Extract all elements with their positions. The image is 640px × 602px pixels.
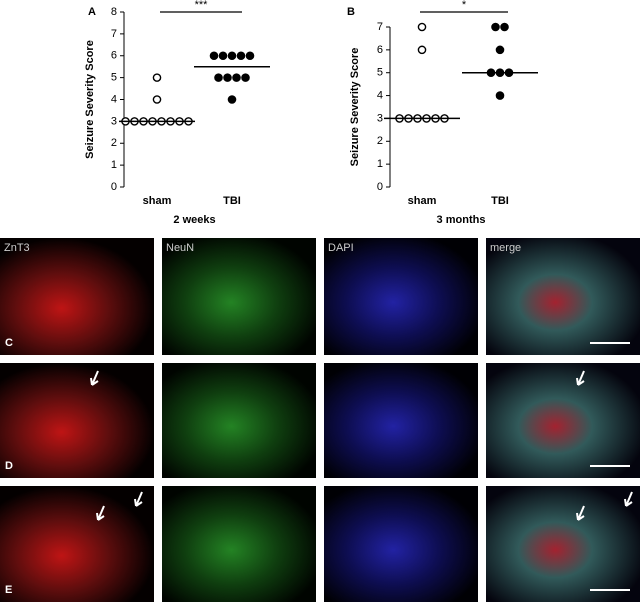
arrow [576,505,585,521]
y-tick-label: 1 [111,159,117,171]
significance-label: *** [195,0,209,11]
data-point [417,22,427,32]
data-point [214,73,223,82]
data-point [227,95,237,104]
y-axis-label: Seizure Severity Score [349,48,361,167]
y-tick-label: 4 [111,93,117,105]
y-tick-label: 3 [111,115,117,127]
y-tick-label: 2 [377,135,383,147]
arrow [134,491,143,507]
data-point [218,51,228,61]
y-tick-label: 7 [377,21,383,33]
data-point [495,91,505,100]
x-tick-label: sham [408,195,437,207]
micrograph-signal [0,363,154,478]
micrograph-signal [486,486,640,602]
y-tick-label: 1 [377,158,383,170]
y-tick-label: 6 [377,44,383,56]
data-point [241,73,250,82]
micrograph-signal [486,238,640,355]
data-point [227,51,237,61]
data-point [245,51,255,61]
micrograph-signal [324,363,478,478]
channel-label: DAPI [328,242,354,254]
y-tick-label: 6 [111,50,117,62]
data-point [417,45,427,55]
micrograph-signal [162,238,316,355]
arrow [576,370,585,386]
data-point [223,73,232,82]
data-point [152,95,162,104]
y-tick-label: 8 [111,6,117,18]
micrograph-signal [0,238,154,355]
data-point [152,73,162,82]
panel-label: D [5,460,13,472]
y-tick-label: 5 [111,72,117,84]
y-tick-label: 7 [111,28,117,40]
x-axis-label: 2 weeks [173,214,215,226]
data-point [495,45,505,55]
y-tick-label: 4 [377,89,383,101]
data-point [500,22,509,32]
significance-label: * [462,0,467,11]
panel-label: A [88,6,96,18]
micrograph-signal [324,486,478,602]
micrograph-signal [0,486,154,602]
arrow [96,505,105,521]
arrow [624,491,633,507]
y-tick-label: 0 [111,181,117,193]
data-point [209,51,219,61]
y-tick-label: 0 [377,181,383,193]
micrograph-signal [162,363,316,478]
data-point [232,73,241,82]
panel-label: B [347,6,355,18]
x-tick-label: TBI [223,195,241,207]
data-point [491,22,500,32]
arrow [90,370,99,386]
y-tick-label: 5 [377,67,383,79]
panel-label: E [5,584,12,596]
micrograph-signal [486,363,640,478]
x-axis-label: 3 months [437,214,486,226]
data-point [236,51,246,61]
y-tick-label: 2 [111,137,117,149]
y-axis-label: Seizure Severity Score [84,40,96,159]
micrograph-signal [162,486,316,602]
channel-label: merge [490,242,521,254]
x-tick-label: sham [143,195,172,207]
micrograph-signal [324,238,478,355]
x-tick-label: TBI [491,195,509,207]
y-tick-label: 3 [377,112,383,124]
channel-label: ZnT3 [4,242,30,254]
panel-label: C [5,337,13,349]
channel-label: NeuN [166,242,194,254]
